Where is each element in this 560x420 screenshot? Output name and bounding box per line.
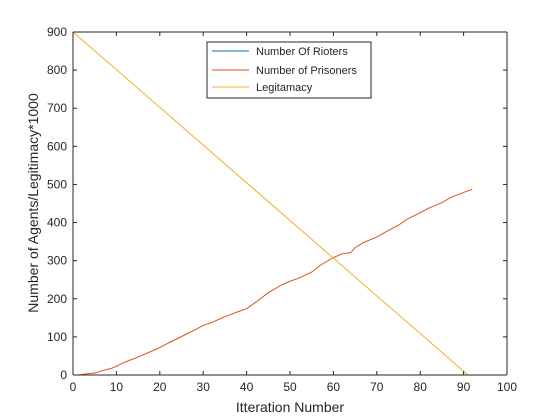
x-tick-label: 90 (457, 380, 471, 394)
y-tick-label: 900 (47, 25, 67, 39)
y-tick-label: 700 (47, 101, 67, 115)
legend-label-legitimacy: Legitamacy (256, 82, 313, 94)
x-axis-label: Itteration Number (236, 399, 344, 415)
x-tick-label: 0 (70, 380, 77, 394)
x-tick-label: 30 (197, 380, 211, 394)
x-tick-label: 60 (327, 380, 341, 394)
x-tick-label: 70 (370, 380, 384, 394)
y-axis-label: Number of Agents/Legitimacy*1000 (25, 93, 41, 313)
x-tick-label: 20 (153, 380, 167, 394)
y-tick-label: 800 (47, 63, 67, 77)
x-tick-label: 50 (283, 380, 297, 394)
y-tick-label: 500 (47, 177, 67, 191)
y-ticks: 0 100 200 300 400 500 600 700 800 900 (47, 25, 507, 382)
y-tick-label: 0 (60, 368, 67, 382)
legend[interactable]: Number Of Rioters Number of Prisoners Le… (206, 41, 372, 99)
legend-label-rioters: Number Of Rioters (256, 46, 348, 58)
y-tick-label: 400 (47, 216, 67, 230)
x-tick-label: 40 (240, 380, 254, 394)
axes-frame (72, 31, 508, 376)
prisoners-series-line (77, 188, 473, 376)
y-tick-label: 100 (47, 330, 67, 344)
y-tick-label: 600 (47, 139, 67, 153)
legend-label-prisoners: Number of Prisoners (256, 65, 357, 77)
y-tick-label: 200 (47, 292, 67, 306)
x-tick-label: 100 (497, 380, 517, 394)
x-tick-label: 80 (414, 380, 428, 394)
x-tick-label: 10 (110, 380, 124, 394)
x-ticks: 0 10 20 30 40 50 60 70 80 90 100 (70, 32, 517, 394)
legitimacy-series-line (72, 31, 469, 376)
y-tick-label: 300 (47, 254, 67, 268)
